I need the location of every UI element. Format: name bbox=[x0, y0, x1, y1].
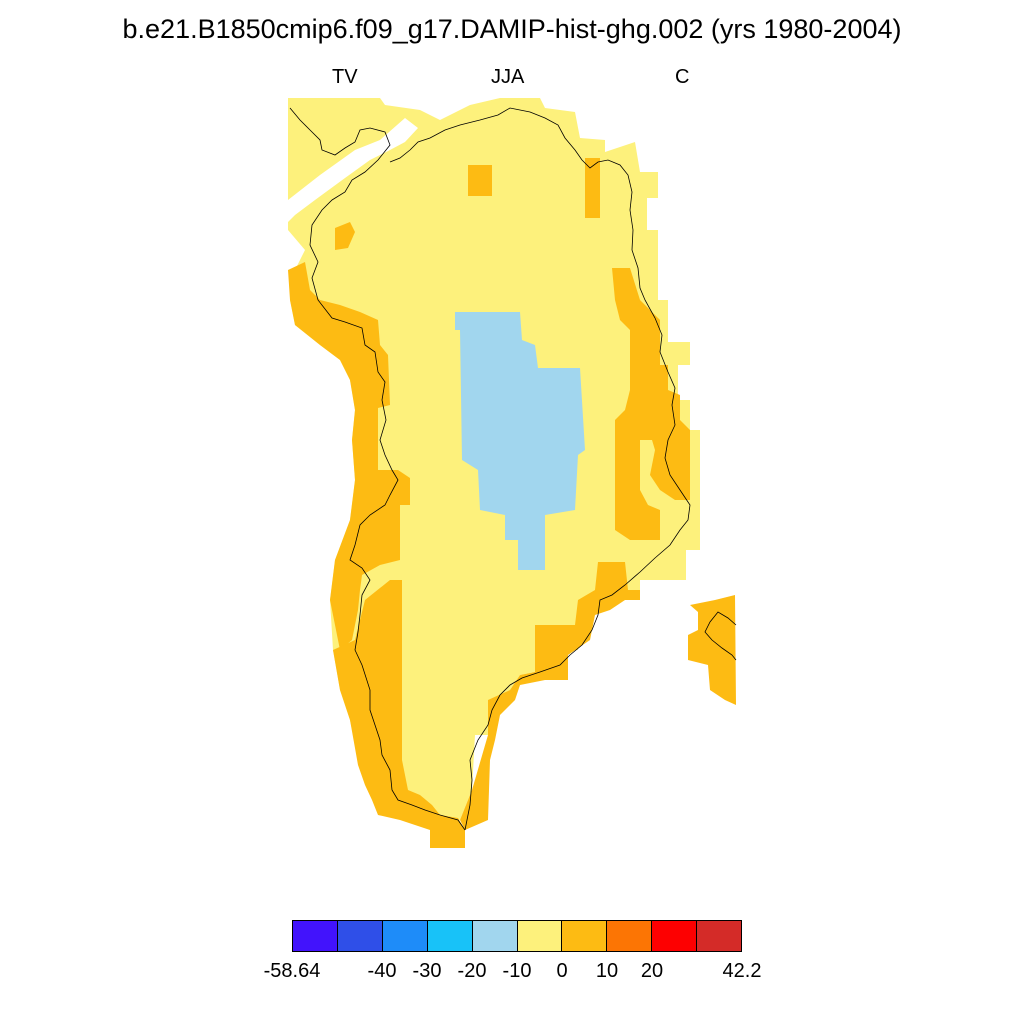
region-orange-nw-patch bbox=[335, 222, 355, 250]
colorbar bbox=[292, 920, 742, 952]
colorbar-box bbox=[697, 921, 742, 951]
colorbar-tick-label: 42.2 bbox=[722, 960, 762, 982]
colorbar-tick-label: 20 bbox=[640, 960, 664, 982]
region-orange-west-lower bbox=[333, 580, 465, 848]
region-orange-iceland bbox=[688, 595, 736, 705]
colorbar-box bbox=[517, 921, 563, 951]
colorbar-tick-label: -58.64 bbox=[263, 960, 321, 982]
colorbar-box bbox=[607, 921, 653, 951]
season-label: JJA bbox=[491, 66, 525, 88]
colorbar-box bbox=[293, 921, 338, 951]
coastline-east bbox=[389, 107, 691, 831]
variable-label: TV bbox=[332, 66, 358, 88]
colorbar-box bbox=[652, 921, 698, 951]
region-orange-ne-cell bbox=[585, 158, 600, 218]
colorbar-tick-label: -40 bbox=[367, 960, 397, 982]
units-label: C bbox=[675, 66, 690, 88]
region-light-blue bbox=[455, 312, 585, 570]
colorbar-box bbox=[472, 921, 518, 951]
colorbar-box bbox=[427, 921, 473, 951]
coastline-iceland bbox=[704, 611, 737, 661]
region-orange-east bbox=[612, 268, 690, 540]
colorbar-box bbox=[382, 921, 428, 951]
colorbar-tick-label: -20 bbox=[457, 960, 487, 982]
colorbar-tick-label: -10 bbox=[502, 960, 532, 982]
colorbar-tick-label: 0 bbox=[556, 960, 568, 982]
colorbar-box bbox=[562, 921, 608, 951]
map-title: b.e21.B1850cmip6.f09_g17.DAMIP-hist-ghg.… bbox=[122, 14, 902, 44]
region-orange-north-cell bbox=[468, 165, 492, 196]
colorbar-tick-label: -30 bbox=[412, 960, 442, 982]
coastline bbox=[289, 107, 466, 831]
region-missing-nw bbox=[288, 118, 418, 222]
colorbar-box bbox=[337, 921, 383, 951]
region-orange-west-upper bbox=[288, 262, 410, 650]
region-orange-south bbox=[460, 562, 640, 830]
colorbar-tick-label: 10 bbox=[595, 960, 619, 982]
